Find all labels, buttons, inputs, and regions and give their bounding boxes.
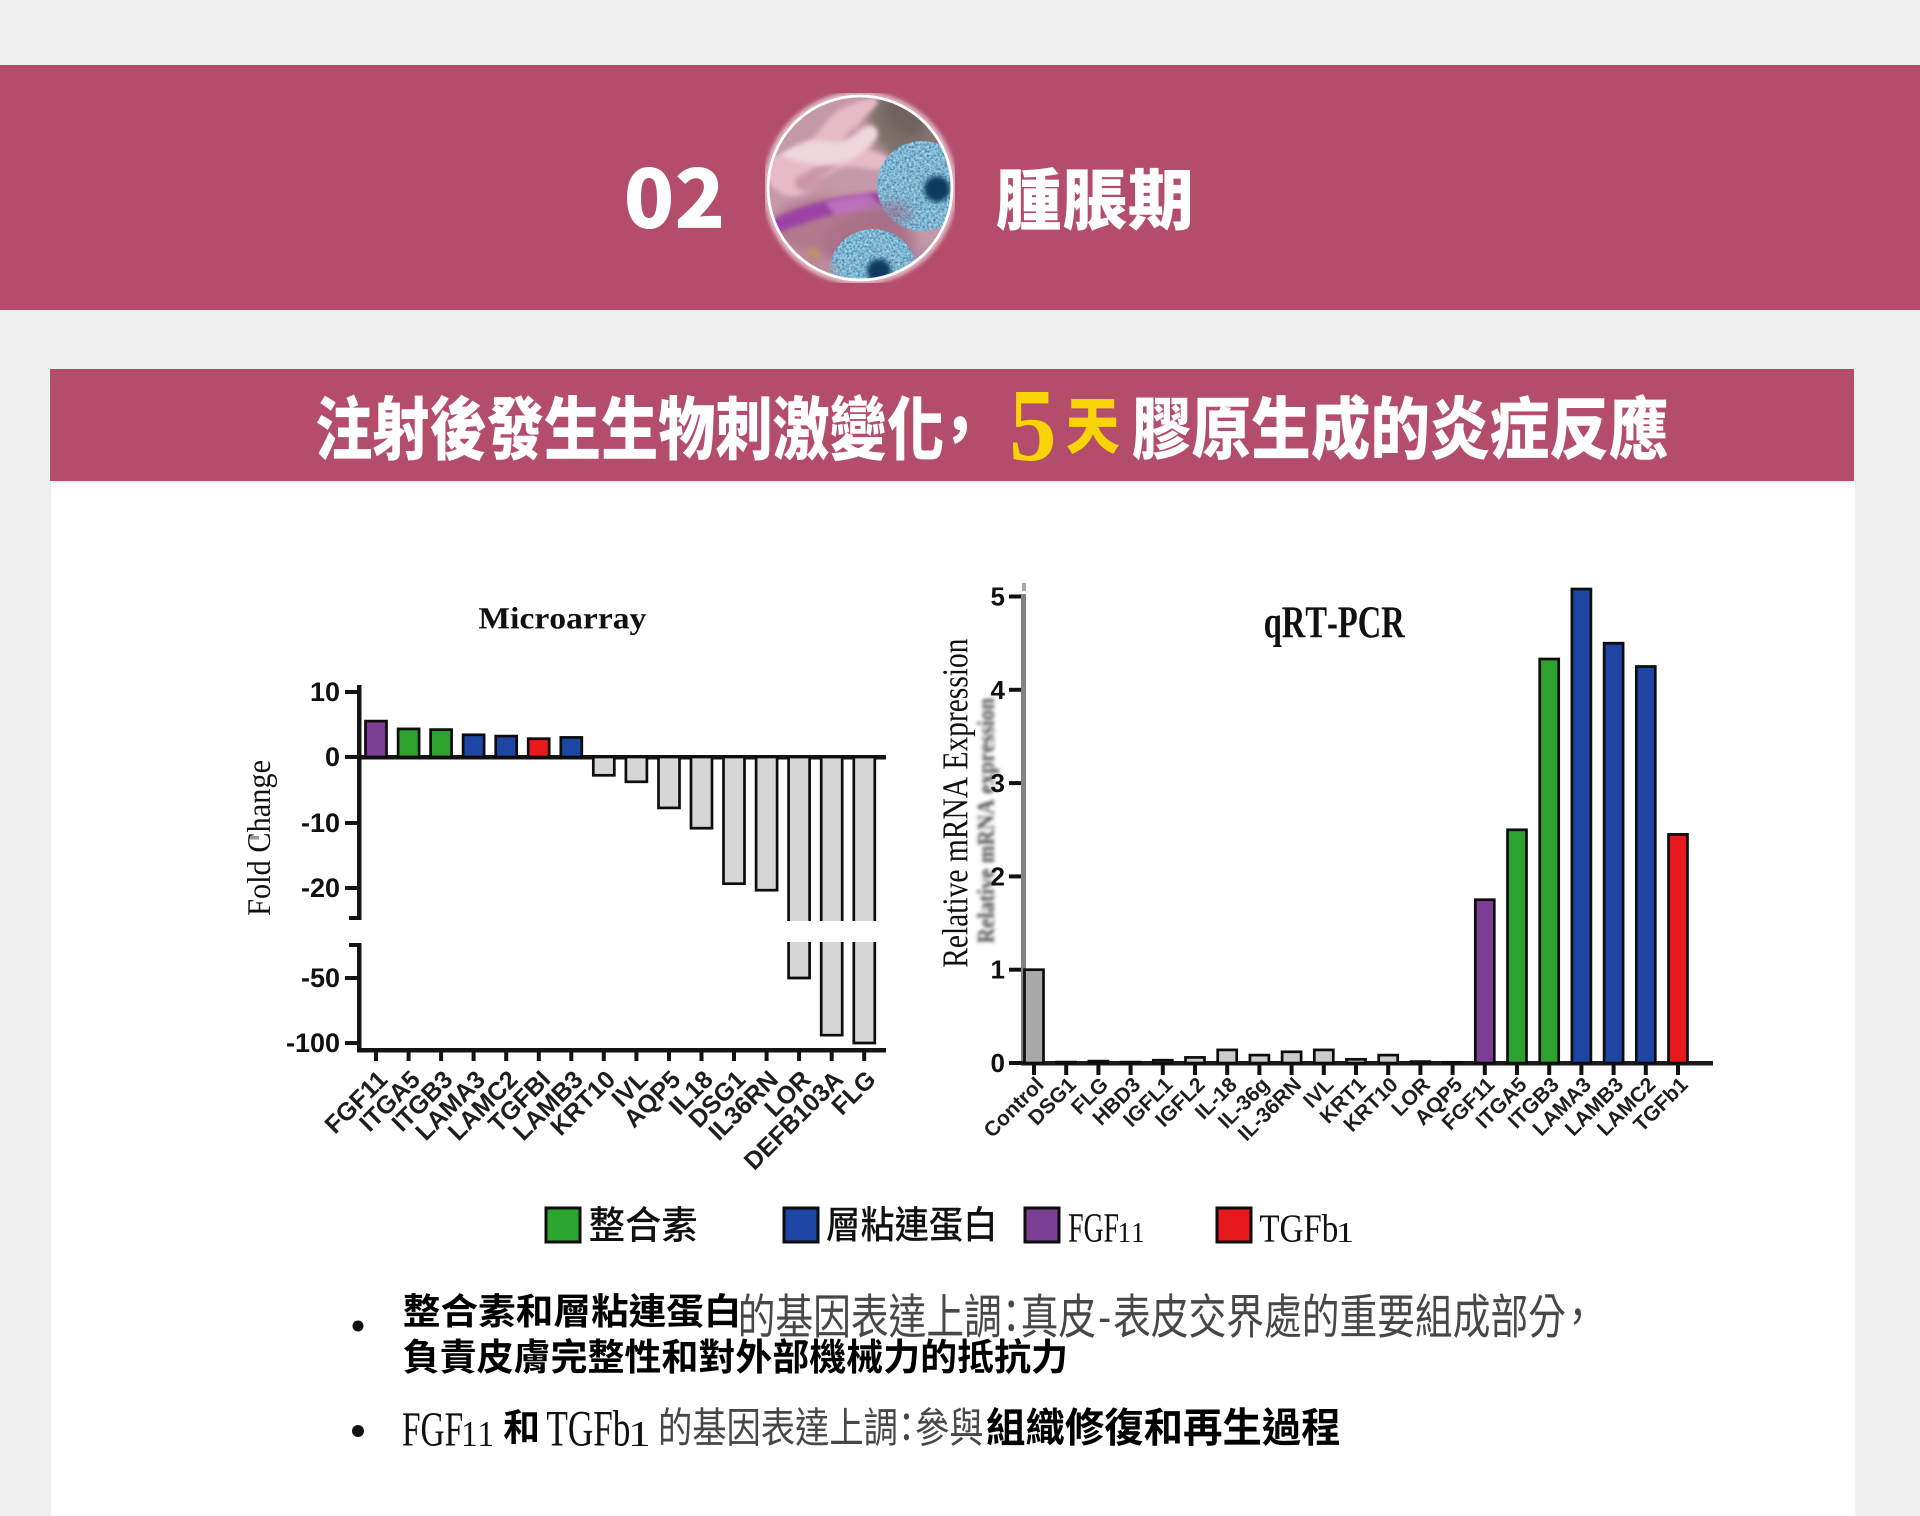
svg-text:10: 10 [310, 677, 340, 707]
svg-text:4: 4 [991, 675, 1006, 705]
svg-text:-20: -20 [301, 873, 340, 903]
svg-text:1: 1 [991, 955, 1005, 985]
svg-text:0: 0 [991, 1048, 1005, 1078]
svg-text:-50: -50 [301, 963, 340, 993]
svg-text:0: 0 [325, 742, 340, 772]
svg-text:2: 2 [991, 861, 1005, 891]
svg-text:-100: -100 [286, 1028, 340, 1058]
svg-text:5: 5 [991, 582, 1005, 612]
svg-text:-10: -10 [301, 808, 340, 838]
svg-text:3: 3 [991, 768, 1005, 798]
